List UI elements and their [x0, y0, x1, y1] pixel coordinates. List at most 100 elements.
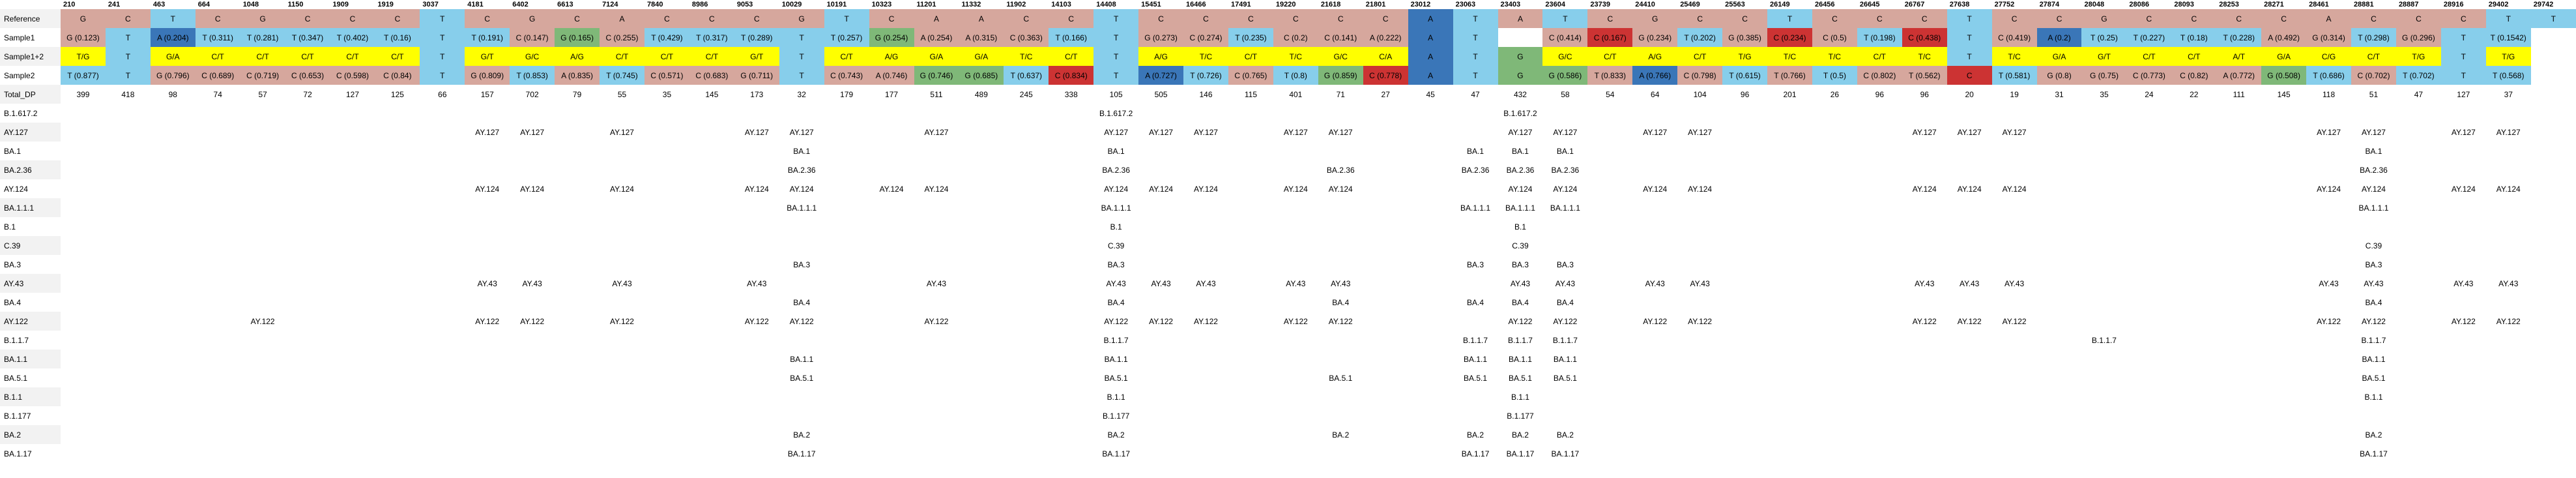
lineage-cell — [1947, 331, 1992, 350]
base-cell: C — [2171, 9, 2217, 28]
base-cell: C (0.363) — [1004, 28, 1049, 47]
lineage-cell — [1363, 406, 1408, 425]
lineage-cell — [1273, 425, 1318, 444]
lineage-cell — [2037, 255, 2082, 274]
lineage-cell — [2171, 368, 2216, 387]
lineage-cell — [1632, 331, 1677, 350]
lineage-cell — [2531, 104, 2576, 123]
lineage-cell — [1318, 217, 1363, 236]
lineage-cell: C.39 — [1512, 241, 1529, 250]
base-cell: T (0.877) — [61, 66, 106, 85]
lineage-cell — [195, 104, 240, 123]
lineage-cell — [1722, 236, 1767, 255]
base-cell: T (0.8) — [1273, 66, 1318, 85]
lineage-cell — [2261, 179, 2306, 198]
position-header: 1150 — [287, 1, 304, 8]
lineage-cell — [1183, 406, 1228, 425]
lineage-cell — [375, 444, 420, 463]
lineage-cell — [465, 368, 510, 387]
base-cell: T — [779, 47, 824, 66]
lineage-label: BA.1.1 — [0, 350, 61, 368]
lineage-cell — [330, 368, 375, 387]
lineage-cell — [1947, 387, 1992, 406]
base-cell: T (0.25) — [2081, 28, 2127, 47]
lineage-cell — [1812, 198, 1857, 217]
lineage-cell — [824, 142, 869, 160]
lineage-cell: BA.3 — [1511, 260, 1529, 269]
lineage-cell — [2351, 406, 2396, 425]
base-cell: C — [734, 9, 779, 28]
lineage-cell: BA.4 — [793, 297, 811, 307]
lineage-cell — [240, 255, 285, 274]
lineage-cell — [2261, 293, 2306, 312]
base-cell: T — [1453, 66, 1498, 85]
lineage-cell — [1273, 142, 1318, 160]
lineage-cell — [2126, 312, 2171, 331]
lineage-cell — [555, 425, 600, 444]
lineage-cell: AY.122 — [610, 316, 634, 326]
lineage-cell: AY.127 — [1194, 127, 1218, 137]
lineage-cell — [330, 444, 375, 463]
base-cell: C (0.683) — [689, 66, 734, 85]
lineage-cell — [151, 331, 195, 350]
lineage-cell — [1857, 160, 1902, 179]
lineage-cell — [106, 217, 151, 236]
lineage-cell — [1138, 331, 1183, 350]
lineage-cell — [959, 142, 1004, 160]
lineage-cell — [1228, 406, 1273, 425]
position-header: 28253 — [2219, 1, 2239, 8]
base-cell: C — [1587, 9, 1633, 28]
lineage-label: BA.5.1 — [4, 373, 28, 383]
position-header: 16466 — [1186, 1, 1206, 8]
lineage-cell — [2531, 123, 2576, 142]
lineage-cell — [1947, 444, 1992, 463]
lineage-cell — [914, 198, 959, 217]
lineage-cell — [2531, 217, 2576, 236]
lineage-cell — [1004, 387, 1049, 406]
lineage-cell — [555, 160, 600, 179]
lineage-cell — [2126, 160, 2171, 179]
lineage-cell — [465, 198, 510, 217]
lineage-cell — [2081, 312, 2126, 331]
lineage-cell — [420, 217, 465, 236]
lineage-cell — [1587, 142, 1632, 160]
lineage-cell — [375, 368, 420, 387]
lineage-cell: AY.122 — [924, 316, 949, 326]
base-cell: T — [1946, 28, 1992, 47]
position-header: 1048 — [242, 1, 259, 8]
position-header: 21618 — [1320, 1, 1341, 8]
lineage-cell — [2441, 368, 2486, 387]
lineage-cell — [959, 444, 1004, 463]
lineage-cell — [2037, 312, 2082, 331]
lineage-cell — [2261, 123, 2306, 142]
lineage-cell — [2171, 274, 2216, 293]
base-cell: 47 — [1471, 89, 1480, 99]
lineage-cell — [1677, 425, 1722, 444]
lineage-cell: AY.127 — [744, 127, 769, 137]
base-cell: G — [240, 9, 285, 28]
lineage-cell — [1677, 331, 1722, 350]
lineage-cell — [1587, 236, 1632, 255]
lineage-cell — [285, 312, 330, 331]
lineage-cell — [734, 331, 779, 350]
lineage-cell — [2081, 387, 2126, 406]
position-header: 10191 — [826, 1, 847, 8]
lineage-cell — [644, 123, 689, 142]
lineage-cell — [1767, 350, 1812, 368]
lineage-cell — [1587, 425, 1632, 444]
lineage-cell — [734, 236, 779, 255]
lineage-cell — [1857, 293, 1902, 312]
lineage-cell: B.1.1 — [1107, 392, 1125, 402]
lineage-cell — [1183, 350, 1228, 368]
lineage-cell: AY.122 — [1283, 316, 1308, 326]
lineage-cell — [420, 425, 465, 444]
base-cell: C (0.798) — [1677, 66, 1723, 85]
row-label: Reference — [0, 9, 61, 28]
lineage-cell — [465, 406, 510, 425]
lineage-cell — [555, 123, 600, 142]
lineage-cell: BA.2 — [2365, 430, 2382, 440]
lineage-cell — [1542, 387, 1587, 406]
lineage-cell — [1947, 350, 1992, 368]
lineage-cell — [600, 217, 644, 236]
position-header: 29402 — [2488, 1, 2509, 8]
